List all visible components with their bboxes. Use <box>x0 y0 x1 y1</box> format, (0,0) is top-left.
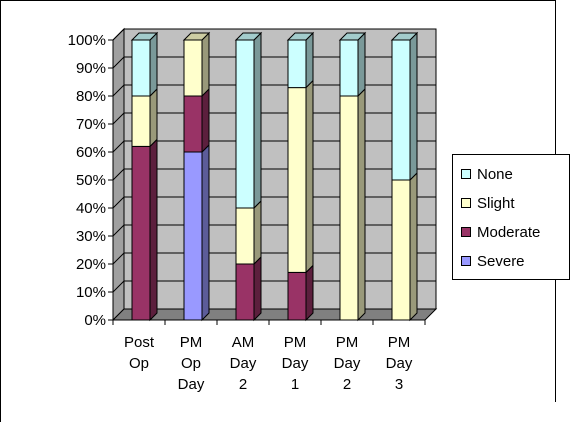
bar-segment-side <box>149 87 158 148</box>
legend-label: None <box>477 165 513 183</box>
bar-segment <box>131 39 151 97</box>
x-tick-label: 2 <box>239 376 247 393</box>
gridline-side <box>112 168 125 181</box>
bar-segment-side <box>409 31 418 182</box>
y-tick-label: 60% <box>76 144 106 161</box>
x-tick-label: Day <box>282 355 309 372</box>
gridline-side <box>112 252 125 265</box>
bar-segment <box>235 263 255 321</box>
x-tick-label: 3 <box>395 376 403 393</box>
y-tick-label: 70% <box>76 116 106 133</box>
bar-segment-side <box>253 255 262 322</box>
x-tick-label: Day <box>178 376 205 393</box>
bar-segment-side <box>149 138 158 322</box>
gridline-side <box>112 28 125 41</box>
bar-segment-side <box>409 171 418 322</box>
x-tick-label: PM <box>388 334 411 351</box>
y-tick-label: 10% <box>76 284 106 301</box>
bar-top <box>234 32 263 41</box>
bar-segment-side <box>253 199 262 266</box>
bar-top <box>130 32 159 41</box>
y-tick-label: 20% <box>76 256 106 273</box>
bar-segment <box>287 271 307 321</box>
bar-segment <box>183 39 203 97</box>
bar-segment-side <box>253 31 262 210</box>
gridline-side <box>112 224 125 237</box>
bar-segment-side <box>357 31 366 98</box>
x-tick-label: 2 <box>343 376 351 393</box>
bar-segment <box>339 95 359 321</box>
chart-legend: None Slight Moderate Severe <box>452 154 570 280</box>
x-tick-label: PM <box>336 334 359 351</box>
bar-segment-side <box>305 31 314 89</box>
y-tick-label: 90% <box>76 60 106 77</box>
x-tick-label: AM <box>232 334 255 351</box>
legend-label: Slight <box>477 194 515 212</box>
legend-label: Severe <box>477 252 525 270</box>
frame-border <box>0 0 1 422</box>
gridline-side <box>112 140 125 153</box>
y-tick-label: 0% <box>84 312 106 329</box>
x-tick-label: Day <box>334 355 361 372</box>
gridline-side <box>112 56 125 69</box>
bar-top <box>182 32 211 41</box>
gridline-side <box>112 196 125 209</box>
x-tick-label: Day <box>386 355 413 372</box>
bar-segment <box>391 179 411 321</box>
y-tick-label: 40% <box>76 200 106 217</box>
legend-swatch <box>461 227 471 237</box>
bar-segment <box>183 95 203 153</box>
plot-floor <box>111 308 438 321</box>
bar-top <box>338 32 367 41</box>
legend-swatch <box>461 198 471 208</box>
gridline-side <box>112 112 125 125</box>
bar-segment-side <box>357 87 366 322</box>
bar-segment-side <box>201 143 210 322</box>
legend-swatch <box>461 256 471 266</box>
bar-segment <box>235 207 255 265</box>
y-tick-label: 80% <box>76 88 106 105</box>
frame-border <box>0 0 556 1</box>
x-tick-label: Day <box>230 355 257 372</box>
y-tick-label: 50% <box>76 172 106 189</box>
legend-swatch <box>461 169 471 179</box>
x-tick-label: Op <box>181 355 201 372</box>
gridline-side <box>112 84 125 97</box>
legend-item-none: None <box>461 163 513 185</box>
bar-top <box>286 32 315 41</box>
bar-segment <box>235 39 255 209</box>
legend-item-slight: Slight <box>461 192 515 214</box>
bar-segment-side <box>149 31 158 98</box>
legend-label: Moderate <box>477 223 541 241</box>
bar-segment-side <box>201 87 210 154</box>
bar-segment <box>287 39 307 89</box>
legend-item-moderate: Moderate <box>461 221 540 243</box>
bar-segment-side <box>305 79 314 274</box>
x-tick-label: PM <box>180 334 203 351</box>
bar-segment <box>391 39 411 181</box>
bar-segment <box>339 39 359 97</box>
bar-segment <box>183 151 203 321</box>
x-tick-label: PM <box>284 334 307 351</box>
y-tick-label: 100% <box>68 32 106 49</box>
bar-segment <box>131 95 151 147</box>
y-tick-label: 30% <box>76 228 106 245</box>
x-tick-label: Op <box>129 355 149 372</box>
x-tick-label: 1 <box>291 376 299 393</box>
bar-segment <box>287 87 307 273</box>
bar-segment <box>131 145 151 321</box>
x-tick-label: Post <box>124 334 155 351</box>
gridline-side <box>112 280 125 293</box>
legend-item-severe: Severe <box>461 250 525 272</box>
bar-segment-side <box>201 31 210 98</box>
bar-top <box>390 32 419 41</box>
bar-segment-side <box>305 264 314 322</box>
